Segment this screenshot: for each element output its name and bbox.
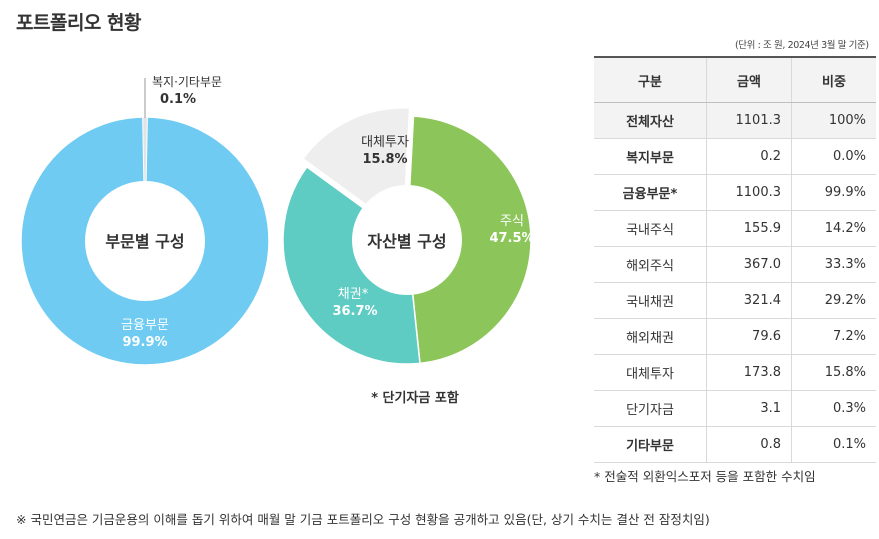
row-ratio-cell: 14.2% <box>791 210 876 247</box>
sector-donut-chart: 부문별 구성 복지·기타부문 0.1% 금융부문 99.9% <box>20 75 270 366</box>
row-ratio-cell: 7.2% <box>791 318 876 355</box>
row-ratio-cell: 33.3% <box>791 246 876 283</box>
table-row: 해외주식 367.0 33.3% <box>594 246 876 283</box>
row-name-cell: 전체자산 <box>594 102 707 139</box>
sector-center-label: 부문별 구성 <box>105 232 184 251</box>
page-title: 포트폴리오 현황 <box>16 12 141 34</box>
header-amount: 금액 <box>706 57 792 103</box>
table-row: 기타부문 0.8 0.1% <box>594 426 876 463</box>
asset-center-label: 자산별 구성 <box>367 232 446 251</box>
table-row: 전체자산 1101.3 100% <box>594 102 876 139</box>
row-name-cell: 해외주식 <box>594 246 707 283</box>
row-amount-cell: 173.8 <box>706 354 792 391</box>
asset-slice-1 <box>282 165 421 365</box>
row-ratio-cell: 99.9% <box>791 174 876 211</box>
asset-chart-note: * 단기자금 포함 <box>371 390 459 406</box>
unit-note: (단위 : 조 원, 2024년 3월 말 기준) <box>735 40 869 51</box>
table-row: 단기자금 3.1 0.3% <box>594 390 876 427</box>
bond-slice-label: 채권* <box>338 287 369 302</box>
welfare-slice-value: 0.1% <box>160 92 196 107</box>
row-ratio-cell: 15.8% <box>791 354 876 391</box>
row-ratio-cell: 100% <box>791 102 876 139</box>
row-name-cell: 복지부문 <box>594 138 707 175</box>
asset-donut-hole <box>352 185 462 295</box>
row-amount-cell: 0.8 <box>706 426 792 463</box>
header-category: 구분 <box>594 57 707 103</box>
row-amount-cell: 367.0 <box>706 246 792 283</box>
portfolio-table: 구분 금액 비중 전체자산 1101.3 100% 복지부문 0.2 0.0% 금융부문* 1… <box>594 56 876 463</box>
table-row: 국내채권 321.4 29.2% <box>594 282 876 319</box>
row-amount-cell: 321.4 <box>706 282 792 319</box>
row-name-cell: 금융부문* <box>594 174 707 211</box>
row-ratio-cell: 0.0% <box>791 138 876 175</box>
asset-slice-0 <box>406 115 532 365</box>
footer-note: ※ 국민연금은 기금운용의 이해를 돕기 위하여 매월 말 기금 포트폴리오 구… <box>16 512 710 527</box>
alt-slice-label: 대체투자 <box>361 135 409 150</box>
row-ratio-cell: 0.1% <box>791 426 876 463</box>
row-name-cell: 국내주식 <box>594 210 707 247</box>
finance-slice-value: 99.9% <box>122 335 167 350</box>
row-name-cell: 해외채권 <box>594 318 707 355</box>
row-amount-cell: 155.9 <box>706 210 792 247</box>
row-amount-cell: 3.1 <box>706 390 792 427</box>
row-amount-cell: 79.6 <box>706 318 792 355</box>
table-row: 해외채권 79.6 7.2% <box>594 318 876 355</box>
sector-donut-hole <box>85 181 205 301</box>
table-row: 대체투자 173.8 15.8% <box>594 354 876 391</box>
table-row: 복지부문 0.2 0.0% <box>594 138 876 175</box>
table-header-row: 구분 금액 비중 <box>594 57 876 103</box>
row-name-cell: 기타부문 <box>594 426 707 463</box>
table-row: 금융부문* 1100.3 99.9% <box>594 174 876 211</box>
alt-slice-value: 15.8% <box>362 152 407 167</box>
portfolio-charts: 부문별 구성 복지·기타부문 0.1% 금융부문 99.9% 자산별 구성 주식… <box>20 75 535 406</box>
table-row: 국내주식 155.9 14.2% <box>594 210 876 247</box>
row-name-cell: 단기자금 <box>594 390 707 427</box>
bond-slice-value: 36.7% <box>332 304 377 319</box>
stock-slice-label: 주식 <box>500 214 524 229</box>
row-ratio-cell: 29.2% <box>791 282 876 319</box>
row-ratio-cell: 0.3% <box>791 390 876 427</box>
header-ratio: 비중 <box>791 57 876 103</box>
row-name-cell: 국내채권 <box>594 282 707 319</box>
row-amount-cell: 1101.3 <box>706 102 792 139</box>
stock-slice-value: 47.5% <box>489 231 534 246</box>
row-amount-cell: 0.2 <box>706 138 792 175</box>
table-footnote: * 전술적 외환익스포저 등을 포함한 수치임 <box>594 469 816 484</box>
row-name-cell: 대체투자 <box>594 354 707 391</box>
row-amount-cell: 1100.3 <box>706 174 792 211</box>
welfare-slice-label: 복지·기타부문 <box>152 75 222 89</box>
asset-donut-chart: 자산별 구성 주식 47.5% 채권* 36.7% 대체투자 15.8% * 단… <box>282 107 535 406</box>
finance-slice-label: 금융부문 <box>121 318 169 333</box>
